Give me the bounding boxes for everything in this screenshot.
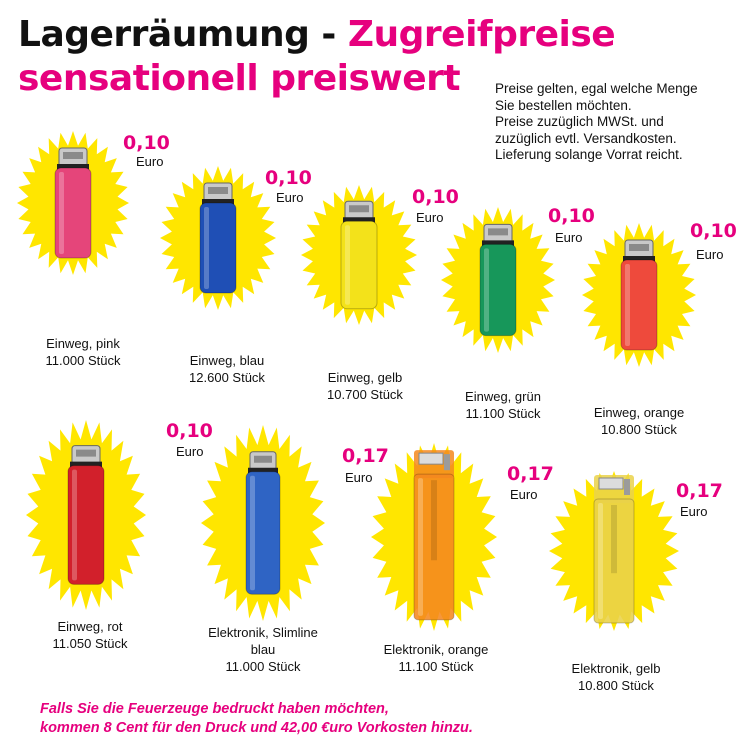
price-value: 0,17 bbox=[342, 445, 389, 467]
product-label: Einweg, blau 12.600 Stück bbox=[152, 352, 302, 386]
product-stock: 10.700 Stück bbox=[327, 387, 403, 402]
product-label: Elektronik, Slimline blau 11.000 Stück bbox=[188, 624, 338, 675]
lighter-icon bbox=[245, 451, 281, 595]
product-stock: 11.100 Stück bbox=[465, 406, 541, 421]
product-label: Einweg, grün 11.100 Stück bbox=[428, 388, 578, 422]
product-name: Einweg, pink bbox=[46, 336, 120, 351]
print-note-line: Falls Sie die Feuerzeuge bedruckt haben … bbox=[40, 701, 389, 717]
price-value: 0,10 bbox=[265, 167, 312, 189]
info-line: Preise zuzüglich MWSt. und bbox=[495, 114, 664, 129]
product-stock: 12.600 Stück bbox=[189, 370, 265, 385]
title-part-1: Lagerräumung - bbox=[18, 14, 348, 55]
lighter-illustration bbox=[26, 420, 146, 610]
product-label: Einweg, orange 10.800 Stück bbox=[564, 404, 714, 438]
product-stock: 10.800 Stück bbox=[601, 422, 677, 437]
lighter-illustration bbox=[201, 425, 325, 621]
lighter-illustration bbox=[371, 443, 497, 631]
product-label: Einweg, rot 11.050 Stück bbox=[15, 618, 165, 652]
price-currency: Euro bbox=[510, 487, 538, 502]
product-label: Einweg, pink 11.000 Stück bbox=[8, 335, 158, 369]
price-currency: Euro bbox=[680, 504, 708, 519]
price-currency: Euro bbox=[176, 444, 204, 459]
lighter-icon bbox=[413, 450, 455, 621]
product-name: Einweg, rot bbox=[57, 619, 123, 634]
title-part-2: Zugreifpreise bbox=[347, 14, 616, 55]
lighter-illustration bbox=[441, 207, 555, 353]
info-line: Lieferung solange Vorrat reicht. bbox=[495, 147, 683, 162]
lighter-illustration bbox=[582, 223, 696, 367]
info-line: zuzüglich evtl. Versandkosten. bbox=[495, 130, 677, 146]
lighter-icon bbox=[67, 445, 105, 585]
lighter-icon bbox=[54, 147, 92, 259]
product-name: Einweg, blau bbox=[189, 353, 265, 368]
info-line: Sie bestellen möchten. bbox=[495, 97, 632, 113]
lighter-illustration bbox=[549, 471, 679, 631]
lighter-icon bbox=[479, 223, 517, 337]
product-name: Elektronik, orange bbox=[383, 642, 489, 657]
product-stock: 11.000 Stück bbox=[225, 659, 301, 674]
price-currency: Euro bbox=[345, 470, 373, 485]
print-note: Falls Sie die Feuerzeuge bedruckt haben … bbox=[40, 700, 473, 738]
lighter-illustration bbox=[17, 131, 129, 275]
product-color: blau bbox=[250, 642, 276, 657]
page-title: Lagerräumung - Zugreifpreise bbox=[18, 14, 616, 56]
product-stock: 10.800 Stück bbox=[578, 678, 654, 693]
price-value: 0,17 bbox=[507, 463, 554, 485]
product-label: Elektronik, gelb 10.800 Stück bbox=[541, 660, 691, 694]
lighter-icon bbox=[340, 200, 378, 310]
product-stock: 11.050 Stück bbox=[52, 636, 128, 651]
product-name: Einweg, gelb bbox=[327, 370, 403, 385]
product-name: Einweg, orange bbox=[593, 405, 685, 420]
price-value: 0,10 bbox=[412, 186, 459, 208]
price-currency: Euro bbox=[696, 247, 724, 262]
info-line: Preise gelten, egal welche Menge bbox=[495, 81, 698, 96]
product-label: Elektronik, orange 11.100 Stück bbox=[361, 641, 511, 675]
price-value: 0,10 bbox=[690, 220, 737, 242]
price-value: 0,10 bbox=[548, 205, 595, 227]
product-stock: 11.000 Stück bbox=[45, 353, 121, 368]
product-stock: 11.100 Stück bbox=[398, 659, 474, 674]
price-currency: Euro bbox=[416, 210, 444, 225]
price-currency: Euro bbox=[276, 190, 304, 205]
price-value: 0,17 bbox=[676, 480, 723, 502]
lighter-illustration bbox=[301, 185, 417, 325]
product-label: Einweg, gelb 10.700 Stück bbox=[290, 369, 440, 403]
lighter-icon bbox=[620, 239, 658, 351]
print-note-line: kommen 8 Cent für den Druck und 42,00 €u… bbox=[40, 720, 473, 736]
product-name: Elektronik, Slimline bbox=[208, 625, 318, 640]
lighter-icon bbox=[199, 182, 237, 294]
price-currency: Euro bbox=[136, 154, 164, 169]
page-subtitle: sensationell preiswert bbox=[18, 58, 461, 99]
price-currency: Euro bbox=[555, 230, 583, 245]
lighter-illustration bbox=[160, 166, 276, 310]
product-name: Einweg, grün bbox=[465, 389, 541, 404]
price-value: 0,10 bbox=[166, 420, 213, 442]
product-name: Elektronik, gelb bbox=[571, 661, 661, 676]
lighter-icon bbox=[593, 475, 635, 624]
price-info: Preise gelten, egal welche Menge Sie bes… bbox=[495, 81, 698, 164]
price-value: 0,10 bbox=[123, 132, 170, 154]
